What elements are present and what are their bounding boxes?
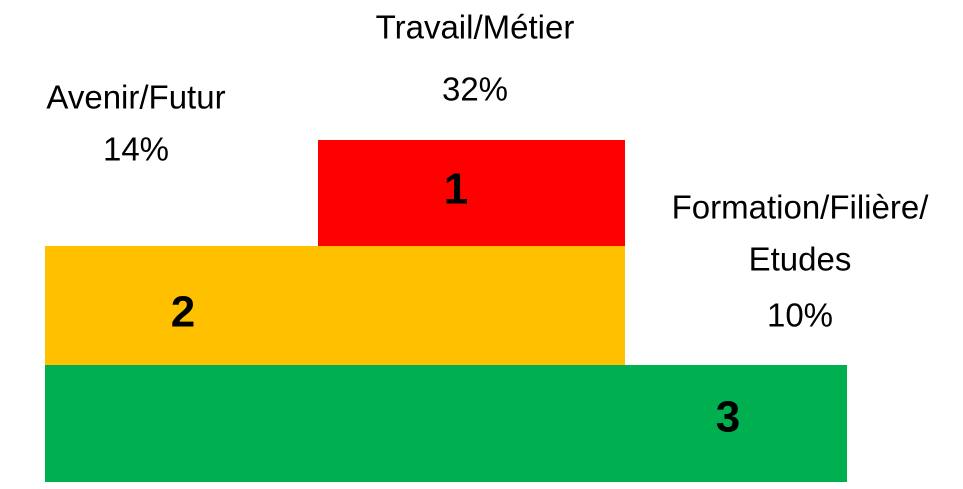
podium-label: Travail/Métier bbox=[376, 9, 575, 46]
podium-label: Avenir/Futur bbox=[46, 79, 225, 116]
podium-percent: 14% bbox=[103, 131, 169, 168]
podium-label: Formation/Filière/ bbox=[672, 189, 930, 226]
podium-step-1 bbox=[318, 140, 625, 246]
podium-label: Etudes bbox=[749, 241, 852, 278]
rank-number: 1 bbox=[444, 165, 468, 214]
rank-number: 3 bbox=[716, 393, 740, 442]
podium-step-2 bbox=[45, 246, 625, 365]
podium-percent: 10% bbox=[767, 297, 833, 334]
podium-percent: 32% bbox=[442, 71, 508, 108]
podium-step-3 bbox=[45, 365, 847, 482]
rank-number: 2 bbox=[171, 288, 195, 337]
